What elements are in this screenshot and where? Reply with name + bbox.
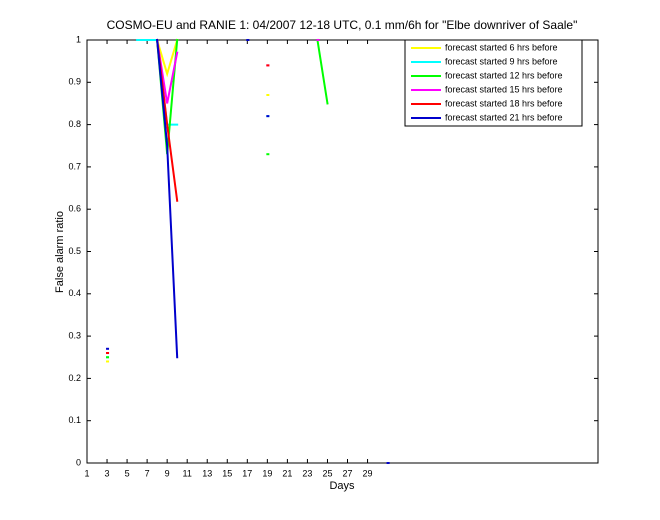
legend-label: forecast started 12 hrs before	[445, 70, 563, 80]
x-tick-label: 27	[343, 468, 353, 478]
legend: forecast started 6 hrs before forecast st…	[404, 39, 583, 127]
y-tick-label: 0.1	[68, 415, 81, 425]
legend-label: forecast started 6 hrs before	[445, 42, 558, 52]
y-tick-label: 0.2	[68, 373, 81, 383]
x-tick-label: 1	[84, 468, 89, 478]
series-line	[156, 38, 179, 359]
series-line	[316, 38, 329, 105]
x-tick-label: 3	[105, 468, 110, 478]
x-tick-label: 11	[183, 468, 192, 478]
x-tick-label: 7	[145, 468, 150, 478]
legend-label: forecast started 21 hrs before	[445, 112, 563, 122]
y-tick-label: 0.8	[68, 119, 81, 129]
x-tick-label: 13	[202, 468, 212, 478]
x-tick-label: 19	[262, 468, 272, 478]
chart-title: COSMO-EU and RANIE 1: 04/2007 12-18 UTC,…	[107, 18, 578, 32]
y-tick-label: 0.9	[68, 77, 81, 87]
x-tick-label: 29	[363, 468, 373, 478]
y-tick-label: 0.5	[68, 246, 81, 256]
x-tick-label: 25	[322, 468, 332, 478]
y-tick-label: 0.6	[68, 204, 81, 214]
y-tick-label: 0.3	[68, 330, 81, 340]
legend-label: forecast started 18 hrs before	[445, 98, 563, 108]
legend-label: forecast started 15 hrs before	[445, 84, 563, 94]
series-line	[155, 38, 179, 78]
y-tick-label: 1	[76, 34, 81, 44]
x-tick-label: 23	[302, 468, 312, 478]
y-tick-label: 0.4	[68, 288, 81, 298]
x-tick-label: 15	[222, 468, 232, 478]
legend-label: forecast started 9 hrs before	[445, 56, 558, 66]
legend-box	[404, 39, 583, 127]
y-tick-label: 0.7	[68, 161, 81, 171]
x-tick-label: 17	[242, 468, 252, 478]
x-axis-label: Days	[329, 480, 355, 492]
x-tick-label: 9	[165, 468, 170, 478]
x-tick-label: 21	[282, 468, 292, 478]
y-tick-label: 0	[76, 457, 81, 467]
y-axis-label: False alarm ratio	[54, 211, 66, 293]
x-tick-label: 5	[125, 468, 130, 478]
